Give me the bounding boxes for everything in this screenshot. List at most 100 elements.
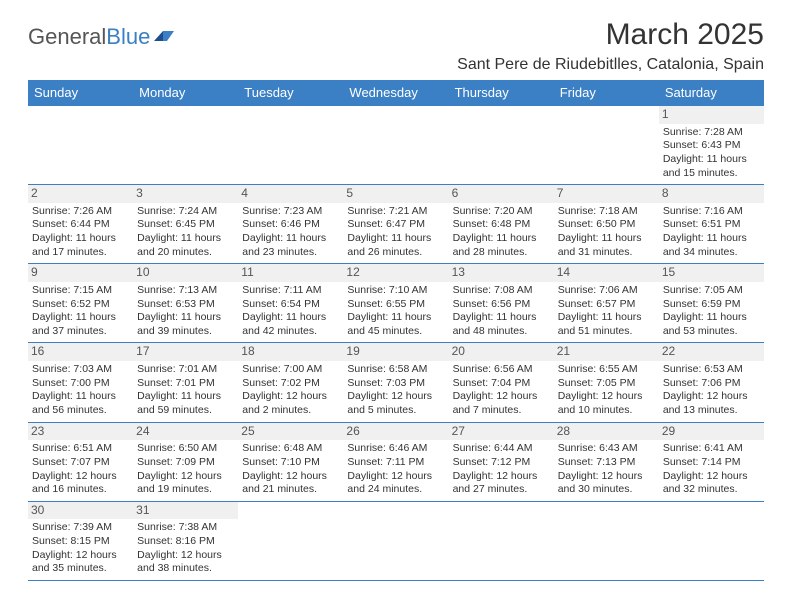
daylight-text: and 39 minutes. <box>137 325 234 339</box>
day-number: 13 <box>449 264 554 282</box>
daylight-text: Daylight: 12 hours <box>32 549 129 563</box>
daylight-text: and 13 minutes. <box>663 404 760 418</box>
sunrise-text: Sunrise: 6:44 AM <box>453 442 550 456</box>
header: GeneralBlue March 2025 Sant Pere de Riud… <box>28 18 764 74</box>
daylight-text: Daylight: 11 hours <box>137 232 234 246</box>
sunset-text: Sunset: 7:01 PM <box>137 377 234 391</box>
calendar-cell: 9Sunrise: 7:15 AMSunset: 6:52 PMDaylight… <box>28 264 133 343</box>
calendar-cell: 18Sunrise: 7:00 AMSunset: 7:02 PMDayligh… <box>238 343 343 422</box>
sunset-text: Sunset: 7:03 PM <box>347 377 444 391</box>
sunset-text: Sunset: 6:52 PM <box>32 298 129 312</box>
sunrise-text: Sunrise: 7:01 AM <box>137 363 234 377</box>
daylight-text: Daylight: 11 hours <box>347 232 444 246</box>
calendar-cell-empty <box>28 106 133 185</box>
day-header: Monday <box>133 80 238 106</box>
daylight-text: and 30 minutes. <box>558 483 655 497</box>
sunset-text: Sunset: 7:09 PM <box>137 456 234 470</box>
day-number: 15 <box>659 264 764 282</box>
sunset-text: Sunset: 6:50 PM <box>558 218 655 232</box>
calendar-cell: 14Sunrise: 7:06 AMSunset: 6:57 PMDayligh… <box>554 264 659 343</box>
sunrise-text: Sunrise: 7:13 AM <box>137 284 234 298</box>
daylight-text: and 10 minutes. <box>558 404 655 418</box>
sunrise-text: Sunrise: 7:16 AM <box>663 205 760 219</box>
sunrise-text: Sunrise: 7:20 AM <box>453 205 550 219</box>
sunset-text: Sunset: 6:47 PM <box>347 218 444 232</box>
sunset-text: Sunset: 6:57 PM <box>558 298 655 312</box>
calendar-cell: 12 Sunrise: 7:10 AMSunset: 6:55 PMDayligh… <box>343 264 448 343</box>
daylight-text: and 5 minutes. <box>347 404 444 418</box>
day-number: 14 <box>554 264 659 282</box>
daylight-text: and 53 minutes. <box>663 325 760 339</box>
day-number: 4 <box>238 185 343 203</box>
sunset-text: Sunset: 7:12 PM <box>453 456 550 470</box>
sunrise-text: Sunrise: 6:46 AM <box>347 442 444 456</box>
day-number: 12 <box>343 264 448 282</box>
sunset-text: Sunset: 6:54 PM <box>242 298 339 312</box>
sunset-text: Sunset: 6:53 PM <box>137 298 234 312</box>
calendar-cell-empty <box>133 106 238 185</box>
flag-icon <box>154 29 176 45</box>
daylight-text: and 17 minutes. <box>32 246 129 260</box>
calendar-cell: 4 Sunrise: 7:23 AMSunset: 6:46 PMDaylight… <box>238 185 343 264</box>
sunset-text: Sunset: 6:46 PM <box>242 218 339 232</box>
sunrise-text: Sunrise: 6:56 AM <box>453 363 550 377</box>
logo-text: GeneralBlue <box>28 24 150 50</box>
day-number: 27 <box>449 423 554 441</box>
calendar-cell: 24Sunrise: 6:50 AMSunset: 7:09 PMDayligh… <box>133 422 238 501</box>
calendar-body: 1Sunrise: 7:28 AMSunset: 6:43 PMDaylight… <box>28 106 764 581</box>
sunset-text: Sunset: 7:04 PM <box>453 377 550 391</box>
calendar-cell-empty <box>343 501 448 580</box>
calendar-cell-empty <box>554 106 659 185</box>
sunset-text: Sunset: 6:45 PM <box>137 218 234 232</box>
sunset-text: Sunset: 6:51 PM <box>663 218 760 232</box>
daylight-text: Daylight: 11 hours <box>663 311 760 325</box>
calendar-cell: 20Sunrise: 6:56 AMSunset: 7:04 PMDayligh… <box>449 343 554 422</box>
sunset-text: Sunset: 8:16 PM <box>137 535 234 549</box>
sunset-text: Sunset: 7:10 PM <box>242 456 339 470</box>
day-header: Wednesday <box>343 80 448 106</box>
daylight-text: Daylight: 11 hours <box>137 311 234 325</box>
day-number: 2 <box>28 185 133 203</box>
day-number: 25 <box>238 423 343 441</box>
sunrise-text: Sunrise: 7:10 AM <box>347 284 444 298</box>
sunrise-text: Sunrise: 7:21 AM <box>347 205 444 219</box>
calendar-cell: 7Sunrise: 7:18 AMSunset: 6:50 PMDaylight… <box>554 185 659 264</box>
daylight-text: Daylight: 11 hours <box>242 311 339 325</box>
day-number: 16 <box>28 343 133 361</box>
sunrise-text: Sunrise: 7:39 AM <box>32 521 129 535</box>
daylight-text: and 59 minutes. <box>137 404 234 418</box>
day-number: 11 <box>238 264 343 282</box>
daylight-text: Daylight: 12 hours <box>347 390 444 404</box>
calendar-cell: 26Sunrise: 6:46 AMSunset: 7:11 PMDayligh… <box>343 422 448 501</box>
sunrise-text: Sunrise: 7:23 AM <box>242 205 339 219</box>
day-header: Sunday <box>28 80 133 106</box>
calendar-cell: 13Sunrise: 7:08 AMSunset: 6:56 PMDayligh… <box>449 264 554 343</box>
calendar-cell: 30Sunrise: 7:39 AMSunset: 8:15 PMDayligh… <box>28 501 133 580</box>
sunset-text: Sunset: 7:14 PM <box>663 456 760 470</box>
daylight-text: Daylight: 11 hours <box>242 232 339 246</box>
day-number: 17 <box>133 343 238 361</box>
sunset-text: Sunset: 6:56 PM <box>453 298 550 312</box>
daylight-text: and 42 minutes. <box>242 325 339 339</box>
day-header: Thursday <box>449 80 554 106</box>
day-number: 29 <box>659 423 764 441</box>
sunrise-text: Sunrise: 7:18 AM <box>558 205 655 219</box>
daylight-text: Daylight: 12 hours <box>663 470 760 484</box>
sunrise-text: Sunrise: 7:24 AM <box>137 205 234 219</box>
sunrise-text: Sunrise: 7:11 AM <box>242 284 339 298</box>
daylight-text: and 24 minutes. <box>347 483 444 497</box>
calendar-cell: 10Sunrise: 7:13 AMSunset: 6:53 PMDayligh… <box>133 264 238 343</box>
calendar-cell: 3Sunrise: 7:24 AMSunset: 6:45 PMDaylight… <box>133 185 238 264</box>
daylight-text: and 32 minutes. <box>663 483 760 497</box>
daylight-text: Daylight: 11 hours <box>558 232 655 246</box>
daylight-text: and 20 minutes. <box>137 246 234 260</box>
sunrise-text: Sunrise: 7:38 AM <box>137 521 234 535</box>
sunset-text: Sunset: 6:48 PM <box>453 218 550 232</box>
daylight-text: and 19 minutes. <box>137 483 234 497</box>
day-header: Saturday <box>659 80 764 106</box>
daylight-text: and 2 minutes. <box>242 404 339 418</box>
calendar-cell-empty <box>449 106 554 185</box>
sunset-text: Sunset: 6:55 PM <box>347 298 444 312</box>
sunrise-text: Sunrise: 7:00 AM <box>242 363 339 377</box>
daylight-text: Daylight: 11 hours <box>347 311 444 325</box>
